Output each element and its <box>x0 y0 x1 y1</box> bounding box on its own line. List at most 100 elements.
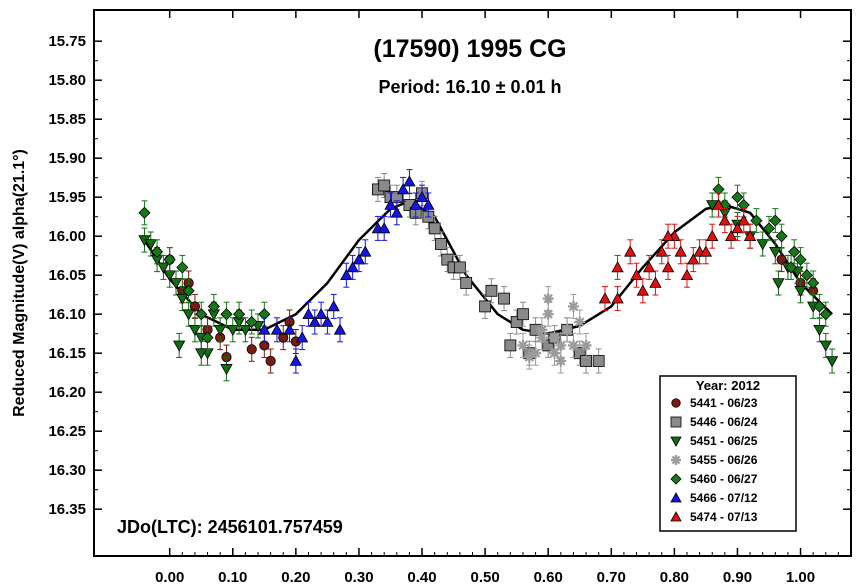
data-point <box>346 261 359 273</box>
data-point <box>794 253 807 266</box>
data-point <box>220 363 233 376</box>
legend-label: 5446 - 06/24 <box>690 415 758 429</box>
legend-label: 5466 - 07/12 <box>690 491 758 505</box>
data-point <box>308 315 321 327</box>
data-point <box>157 262 170 274</box>
legend-title: Year: 2012 <box>696 378 760 393</box>
data-point <box>561 324 573 336</box>
data-point <box>195 308 208 321</box>
data-point <box>278 332 289 343</box>
data-point <box>378 222 391 234</box>
data-point <box>611 292 624 304</box>
y-tick-label: 16.35 <box>48 501 86 518</box>
data-point <box>415 190 429 203</box>
data-point <box>207 300 220 313</box>
data-point <box>642 261 656 273</box>
data-point <box>517 339 529 351</box>
data-point <box>453 261 466 274</box>
data-point <box>327 300 340 312</box>
data-point <box>718 214 732 226</box>
legend-label: 5455 - 06/26 <box>690 453 758 467</box>
data-point <box>201 331 214 344</box>
data-point <box>321 315 334 327</box>
data-point <box>775 230 788 243</box>
data-point <box>182 309 195 321</box>
data-point <box>258 323 271 335</box>
y-tick-label: 16.00 <box>48 228 86 245</box>
data-point <box>498 292 510 305</box>
legend-marker <box>670 511 682 522</box>
data-point <box>536 332 548 344</box>
data-point <box>333 323 347 335</box>
legend-label: 5474 - 07/13 <box>690 510 758 524</box>
data-point <box>649 276 662 288</box>
data-point <box>188 324 202 337</box>
y-tick-label: 16.10 <box>48 306 86 323</box>
data-point <box>800 269 813 282</box>
series-group <box>258 169 435 374</box>
data-point <box>574 316 586 328</box>
data-point <box>592 355 605 367</box>
data-point <box>409 198 422 210</box>
data-point <box>573 347 586 360</box>
data-point <box>785 261 798 274</box>
data-point <box>680 268 694 281</box>
data-point <box>636 284 650 296</box>
data-point <box>661 261 675 273</box>
data-point <box>769 246 782 259</box>
epoch-annotation: JDo(LTC): 2456101.757459 <box>117 517 343 537</box>
x-tick-label: 0.50 <box>471 569 500 585</box>
legend-marker <box>670 416 682 428</box>
x-tick-label: 0.00 <box>155 569 184 585</box>
data-point <box>340 268 353 281</box>
legend-label: 5441 - 06/23 <box>690 396 758 410</box>
data-point <box>422 198 435 210</box>
x-tick-label: 0.90 <box>723 569 752 585</box>
data-point <box>687 253 700 265</box>
data-point <box>598 292 612 304</box>
legend-marker <box>670 492 682 503</box>
data-point <box>530 347 542 359</box>
data-point <box>580 339 592 351</box>
data-point <box>504 339 517 352</box>
data-point <box>390 206 403 218</box>
x-tick-label: 1.00 <box>786 569 815 585</box>
x-tick-label: 0.70 <box>597 569 626 585</box>
data-point <box>169 278 183 290</box>
legend-label: 5460 - 06/27 <box>690 472 758 486</box>
data-point <box>359 245 372 257</box>
legend-label: 5451 - 06/25 <box>690 434 758 448</box>
data-point <box>479 300 492 313</box>
y-tick-label: 15.80 <box>48 72 86 89</box>
data-point <box>567 300 579 312</box>
series-group <box>138 176 832 351</box>
data-point <box>776 254 787 265</box>
legend-marker <box>670 436 682 447</box>
legend-marker <box>671 455 681 465</box>
data-point <box>549 347 561 359</box>
legend-box <box>659 375 797 532</box>
data-point <box>270 323 284 335</box>
series-group <box>517 286 592 374</box>
data-point <box>731 222 744 234</box>
data-point <box>819 308 832 321</box>
y-tick-label: 16.15 <box>48 345 86 362</box>
y-tick-label: 16.20 <box>48 384 86 401</box>
data-point <box>396 183 410 195</box>
y-axis-ticks: 15.75 15.80 15.85 15.90 15.95 16.00 16.05 16.10… <box>48 33 851 518</box>
data-point <box>176 293 189 305</box>
data-point <box>144 239 157 251</box>
data-point <box>302 307 315 320</box>
x-tick-label: 0.80 <box>660 569 689 585</box>
data-point <box>567 339 579 351</box>
data-point <box>246 344 257 355</box>
chart-subtitle: Period: 16.10 ± 0.01 h <box>379 77 562 97</box>
data-point <box>289 354 303 366</box>
data-points-group <box>138 169 839 382</box>
y-tick-label: 15.85 <box>48 111 86 128</box>
x-tick-label: 0.10 <box>218 569 247 585</box>
data-point <box>172 340 186 352</box>
data-point <box>706 229 719 242</box>
data-point <box>542 339 555 352</box>
